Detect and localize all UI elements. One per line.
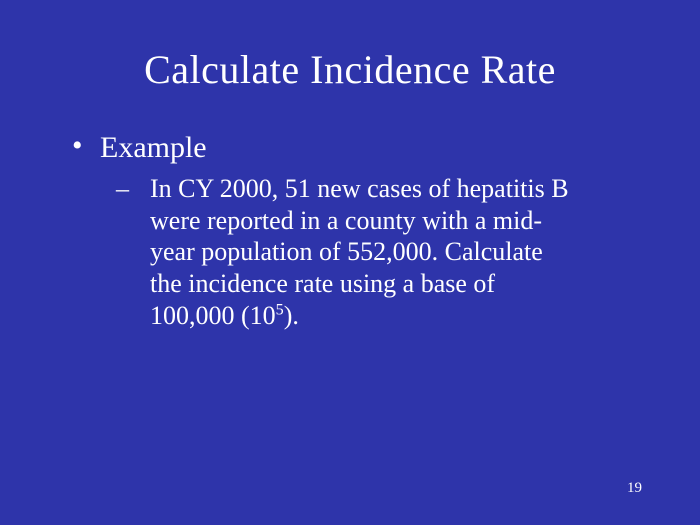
bullet-l2-text-before: In CY 2000, 51 new cases of hepatitis B … <box>150 174 569 330</box>
page-number: 19 <box>627 480 642 497</box>
bullet-level-2: In CY 2000, 51 new cases of hepatitis B … <box>116 173 580 332</box>
bullet-level-1: Example <box>72 131 640 165</box>
bullet-l1-label: Example <box>100 131 207 164</box>
slide: Calculate Incidence Rate Example In CY 2… <box>0 0 700 525</box>
bullet-l2-text-after: ). <box>284 301 299 330</box>
slide-title: Calculate Incidence Rate <box>60 46 640 93</box>
bullet-l2-superscript: 5 <box>276 301 284 318</box>
